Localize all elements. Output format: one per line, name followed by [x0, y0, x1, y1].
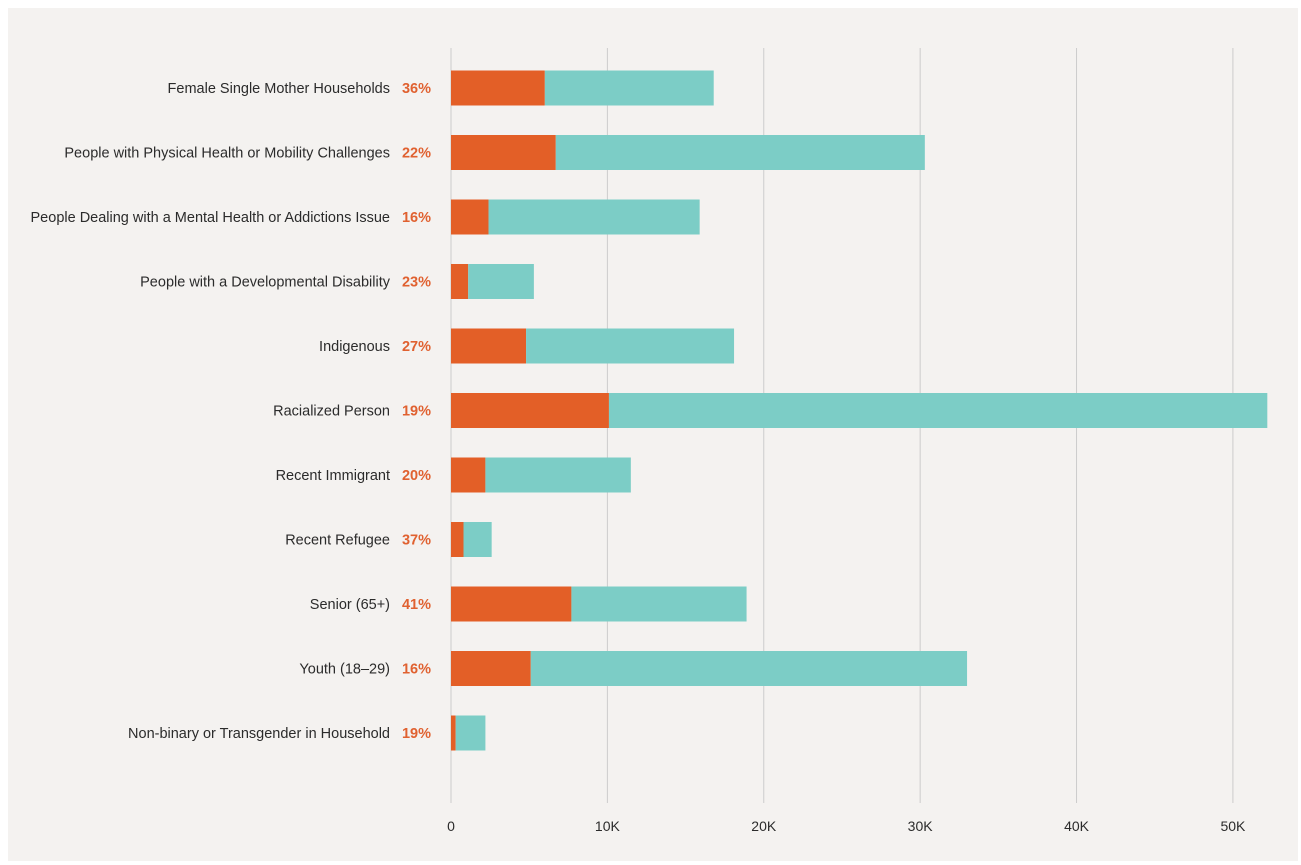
bars — [451, 70, 1268, 751]
bar-segment-series-1 — [530, 651, 968, 686]
x-tick-label: 0 — [447, 818, 455, 834]
percent-label: 27% — [402, 339, 431, 355]
percent-label: 20% — [402, 468, 431, 484]
bar-segment-series-0 — [451, 586, 572, 622]
category-label: Female Single Mother Households — [168, 81, 390, 97]
x-tick-label: 30K — [908, 818, 934, 834]
bar-segment-series-0 — [451, 715, 456, 751]
x-tick-label: 20K — [751, 818, 777, 834]
percent-label: 41% — [402, 597, 431, 613]
category-label: People Dealing with a Mental Health or A… — [31, 210, 390, 226]
bar-segment-series-1 — [468, 264, 534, 299]
bar-segment-series-1 — [608, 393, 1268, 428]
bar-segment-series-0 — [451, 264, 469, 299]
percent-label: 37% — [402, 533, 431, 549]
chart-panel: Female Single Mother Households 36% People… — [8, 8, 1298, 861]
percent-label: 16% — [402, 210, 431, 226]
category-label: Recent Immigrant — [276, 468, 390, 484]
x-tick-label: 50K — [1220, 818, 1246, 834]
bar-segment-series-0 — [451, 328, 527, 364]
x-tick-label: 40K — [1064, 818, 1090, 834]
x-axis-ticks: 0 10K 20K 30K 40K 50K — [447, 818, 1246, 834]
percent-label: 19% — [402, 404, 431, 420]
bar-segment-series-0 — [451, 651, 531, 686]
percent-label: 16% — [402, 662, 431, 678]
x-tick-label: 10K — [595, 818, 621, 834]
bar-segment-series-1 — [555, 135, 925, 170]
bar-segment-series-1 — [544, 70, 714, 106]
bar-segment-series-0 — [451, 522, 464, 557]
bar-segment-series-0 — [451, 457, 486, 493]
category-label: Youth (18–29) — [299, 662, 390, 678]
bar-segment-series-0 — [451, 135, 556, 170]
percent-label: 19% — [402, 726, 431, 742]
bar-segment-series-0 — [451, 393, 609, 428]
category-label: Indigenous — [319, 339, 390, 355]
bar-segment-series-0 — [451, 70, 545, 106]
bar-segment-series-1 — [571, 586, 747, 622]
bar-segment-series-1 — [463, 522, 492, 557]
bar-segment-series-1 — [488, 199, 700, 235]
bar-segment-series-1 — [455, 715, 486, 751]
category-label: People with a Developmental Disability — [140, 275, 391, 291]
percent-label: 36% — [402, 81, 431, 97]
percent-label: 22% — [402, 146, 431, 162]
stacked-bar-chart: Female Single Mother Households 36% People… — [31, 48, 1268, 834]
category-label: People with Physical Health or Mobility … — [64, 146, 390, 162]
category-label: Racialized Person — [273, 404, 390, 420]
percent-label: 23% — [402, 275, 431, 291]
bar-segment-series-0 — [451, 199, 489, 235]
category-label: Senior (65+) — [310, 597, 390, 613]
bar-segment-series-1 — [526, 328, 735, 364]
category-label: Non-binary or Transgender in Household — [128, 726, 390, 742]
bar-segment-series-1 — [485, 457, 631, 493]
category-label: Recent Refugee — [285, 533, 390, 549]
category-labels: Female Single Mother Households 36% People… — [31, 81, 432, 742]
